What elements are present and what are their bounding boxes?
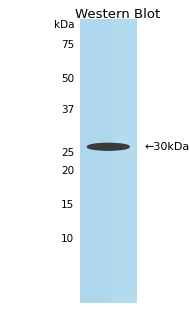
Text: 25: 25: [61, 148, 74, 158]
Text: 37: 37: [61, 105, 74, 115]
Text: 15: 15: [61, 201, 74, 210]
Text: ←30kDa: ←30kDa: [144, 142, 190, 152]
Text: 50: 50: [61, 74, 74, 84]
Text: 20: 20: [61, 167, 74, 176]
Text: 10: 10: [61, 235, 74, 244]
Text: kDa: kDa: [54, 20, 74, 30]
Bar: [111, 19, 137, 303]
Text: Western Blot: Western Blot: [75, 8, 160, 21]
Bar: [80, 19, 137, 303]
Text: 75: 75: [61, 40, 74, 50]
Ellipse shape: [87, 143, 129, 150]
